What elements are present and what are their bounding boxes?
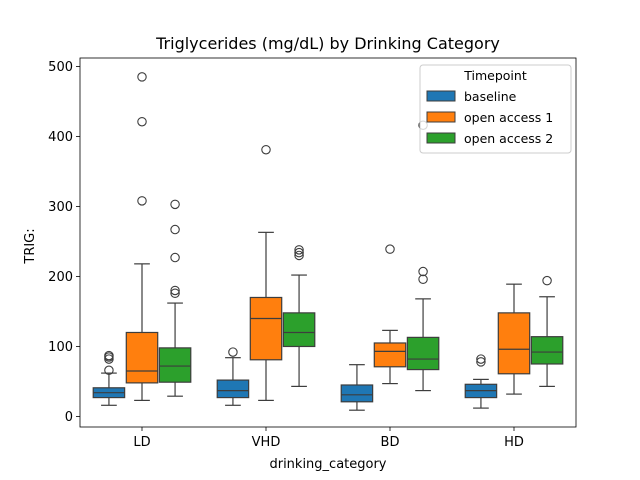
outlier-point	[542, 275, 552, 286]
axes-frame	[79, 57, 577, 428]
outlier-point	[294, 247, 304, 258]
y-tick-label: 400	[48, 130, 73, 145]
outlier-point	[170, 288, 180, 299]
x-tick-label: VHD	[252, 435, 281, 450]
x-tick-label: HD	[504, 435, 524, 450]
outlier-point	[294, 250, 304, 261]
box-baseline-VHD	[216, 379, 250, 399]
outlier-point	[137, 72, 147, 82]
legend-label: open access 2	[464, 131, 553, 146]
legend-swatch	[426, 90, 456, 102]
legend-title: Timepoint	[463, 68, 527, 83]
box-open-access-1-VHD	[249, 296, 283, 361]
y-tick-label: 100	[48, 340, 73, 355]
box-baseline-BD	[340, 384, 374, 403]
outlier-point	[385, 244, 395, 254]
y-tick-label: 300	[48, 200, 73, 215]
box-open-access-2-HD	[530, 336, 564, 365]
outlier-point	[104, 365, 114, 376]
x-tick-label: LD	[133, 435, 150, 450]
outlier-point	[228, 347, 238, 357]
legend-label: open access 1	[464, 110, 553, 125]
outlier-point	[170, 224, 180, 235]
legend-swatch	[426, 111, 456, 123]
outlier-point	[418, 266, 428, 277]
chart-title: Triglycerides (mg/dL) by Drinking Catego…	[155, 34, 500, 53]
outlier-point	[476, 357, 486, 367]
outlier-point	[104, 350, 114, 361]
legend-label: baseline	[464, 89, 517, 104]
outlier-point	[294, 245, 304, 255]
x-tick-label: BD	[381, 435, 400, 450]
y-tick-label: 0	[65, 410, 73, 425]
box-open-access-1-LD	[125, 331, 159, 384]
outlier-point	[476, 354, 486, 364]
box-open-access-2-LD	[158, 347, 192, 383]
outlier-point	[170, 285, 180, 296]
outlier-point	[261, 144, 271, 155]
outlier-point	[137, 196, 147, 206]
legend: Timepoint baseline open access 1 open acces…	[419, 64, 572, 154]
x-axis-label: drinking_category	[269, 457, 386, 472]
outlier-point	[170, 252, 180, 263]
box-open-access-2-VHD	[282, 312, 316, 348]
outlier-point	[170, 199, 180, 210]
plot-area: 0 100 200 300 400 500 LD VHD BD HD	[48, 57, 577, 450]
y-tick-label: 500	[48, 60, 73, 75]
box-open-access-1-BD	[373, 342, 407, 368]
y-axis-label: TRIG:	[23, 228, 38, 264]
outlier-point	[137, 116, 147, 127]
box-open-access-1-HD	[497, 312, 531, 375]
outlier-point	[418, 274, 428, 285]
y-tick-label: 200	[48, 270, 73, 285]
legend-frame	[419, 64, 572, 154]
legend-swatch	[426, 132, 456, 144]
box-open-access-2-BD	[406, 336, 440, 371]
